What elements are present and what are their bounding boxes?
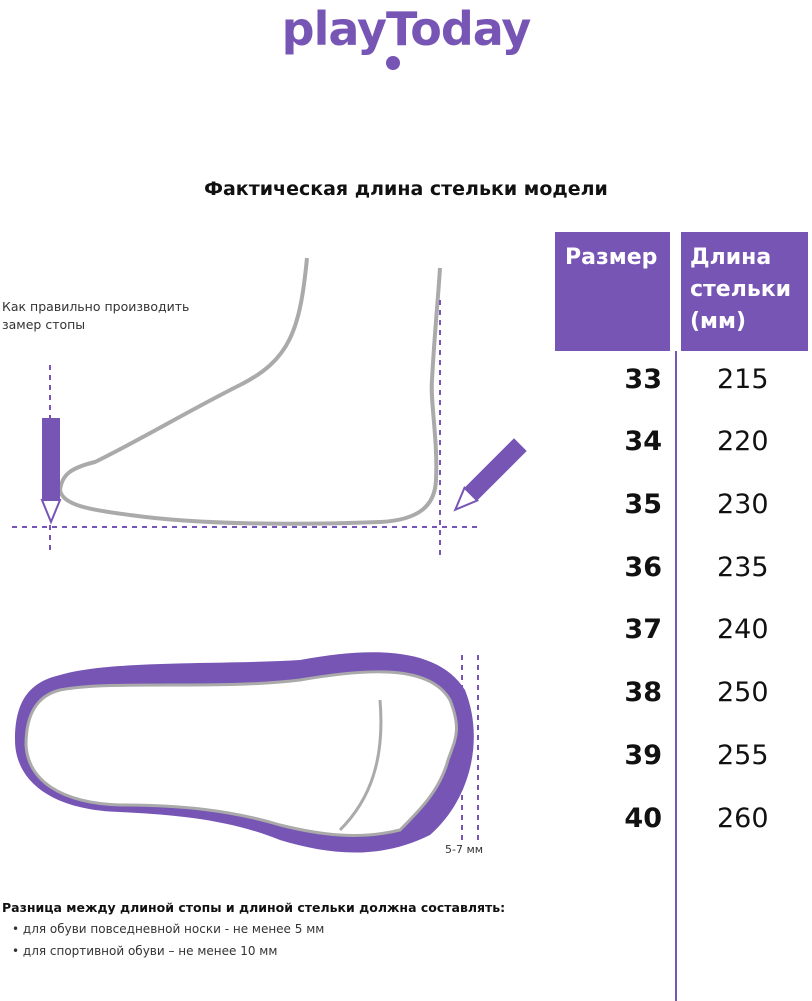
brand-logo: playToday — [281, 2, 532, 56]
notes-bullet: • для обуви повседневной носки - не мене… — [12, 922, 325, 936]
length-cell: 230 — [717, 489, 769, 520]
header-length-line: стельки — [690, 277, 792, 302]
length-cell: 220 — [717, 426, 769, 457]
notes-bullet: • для спортивной обуви – не менее 10 мм — [12, 944, 278, 958]
size-cell: 40 — [624, 803, 662, 834]
gap-label: 5-7 мм — [445, 843, 484, 856]
length-cell: 260 — [717, 803, 769, 834]
howto-caption: Как правильно производить замер стопы — [2, 298, 189, 334]
size-cell: 37 — [624, 614, 662, 645]
size-cell: 36 — [624, 552, 662, 583]
header-length-line: (мм) — [690, 309, 747, 334]
foot-side-outline — [57, 257, 442, 526]
length-cell: 240 — [717, 614, 769, 645]
notes-heading: Разница между длиной стопы и длиной стел… — [2, 900, 506, 915]
size-cell: 38 — [624, 677, 662, 708]
size-cell: 39 — [624, 740, 662, 771]
size-cell: 33 — [624, 364, 662, 395]
page-title: Фактическая длина стельки модели — [204, 178, 608, 200]
table-row: 40 260 — [555, 803, 812, 843]
table-row: 38 250 — [555, 677, 812, 717]
howto-line: замер стопы — [2, 317, 86, 332]
table-row: 35 230 — [555, 489, 812, 529]
table-row: 37 240 — [555, 614, 812, 654]
table-divider — [675, 351, 677, 1001]
size-cell: 35 — [624, 489, 662, 520]
length-cell: 215 — [717, 364, 769, 395]
table-row: 39 255 — [555, 740, 812, 780]
length-cell: 235 — [717, 552, 769, 583]
table-row: 34 220 — [555, 426, 812, 466]
table-row: 36 235 — [555, 552, 812, 592]
howto-line: Как правильно производить — [2, 299, 190, 314]
pencil-icon-left — [40, 418, 62, 525]
header-size: Размер — [555, 232, 670, 351]
length-cell: 250 — [717, 677, 769, 708]
header-length-line: Длина — [690, 245, 772, 270]
size-cell: 34 — [624, 426, 662, 457]
table-row: 33 215 — [555, 364, 812, 404]
pencil-icon-right — [453, 438, 527, 512]
logo-dot — [386, 56, 400, 70]
length-cell: 255 — [717, 740, 769, 771]
header-length: Длина стельки (мм) — [681, 232, 808, 351]
foot-sole-outline — [24, 670, 458, 837]
